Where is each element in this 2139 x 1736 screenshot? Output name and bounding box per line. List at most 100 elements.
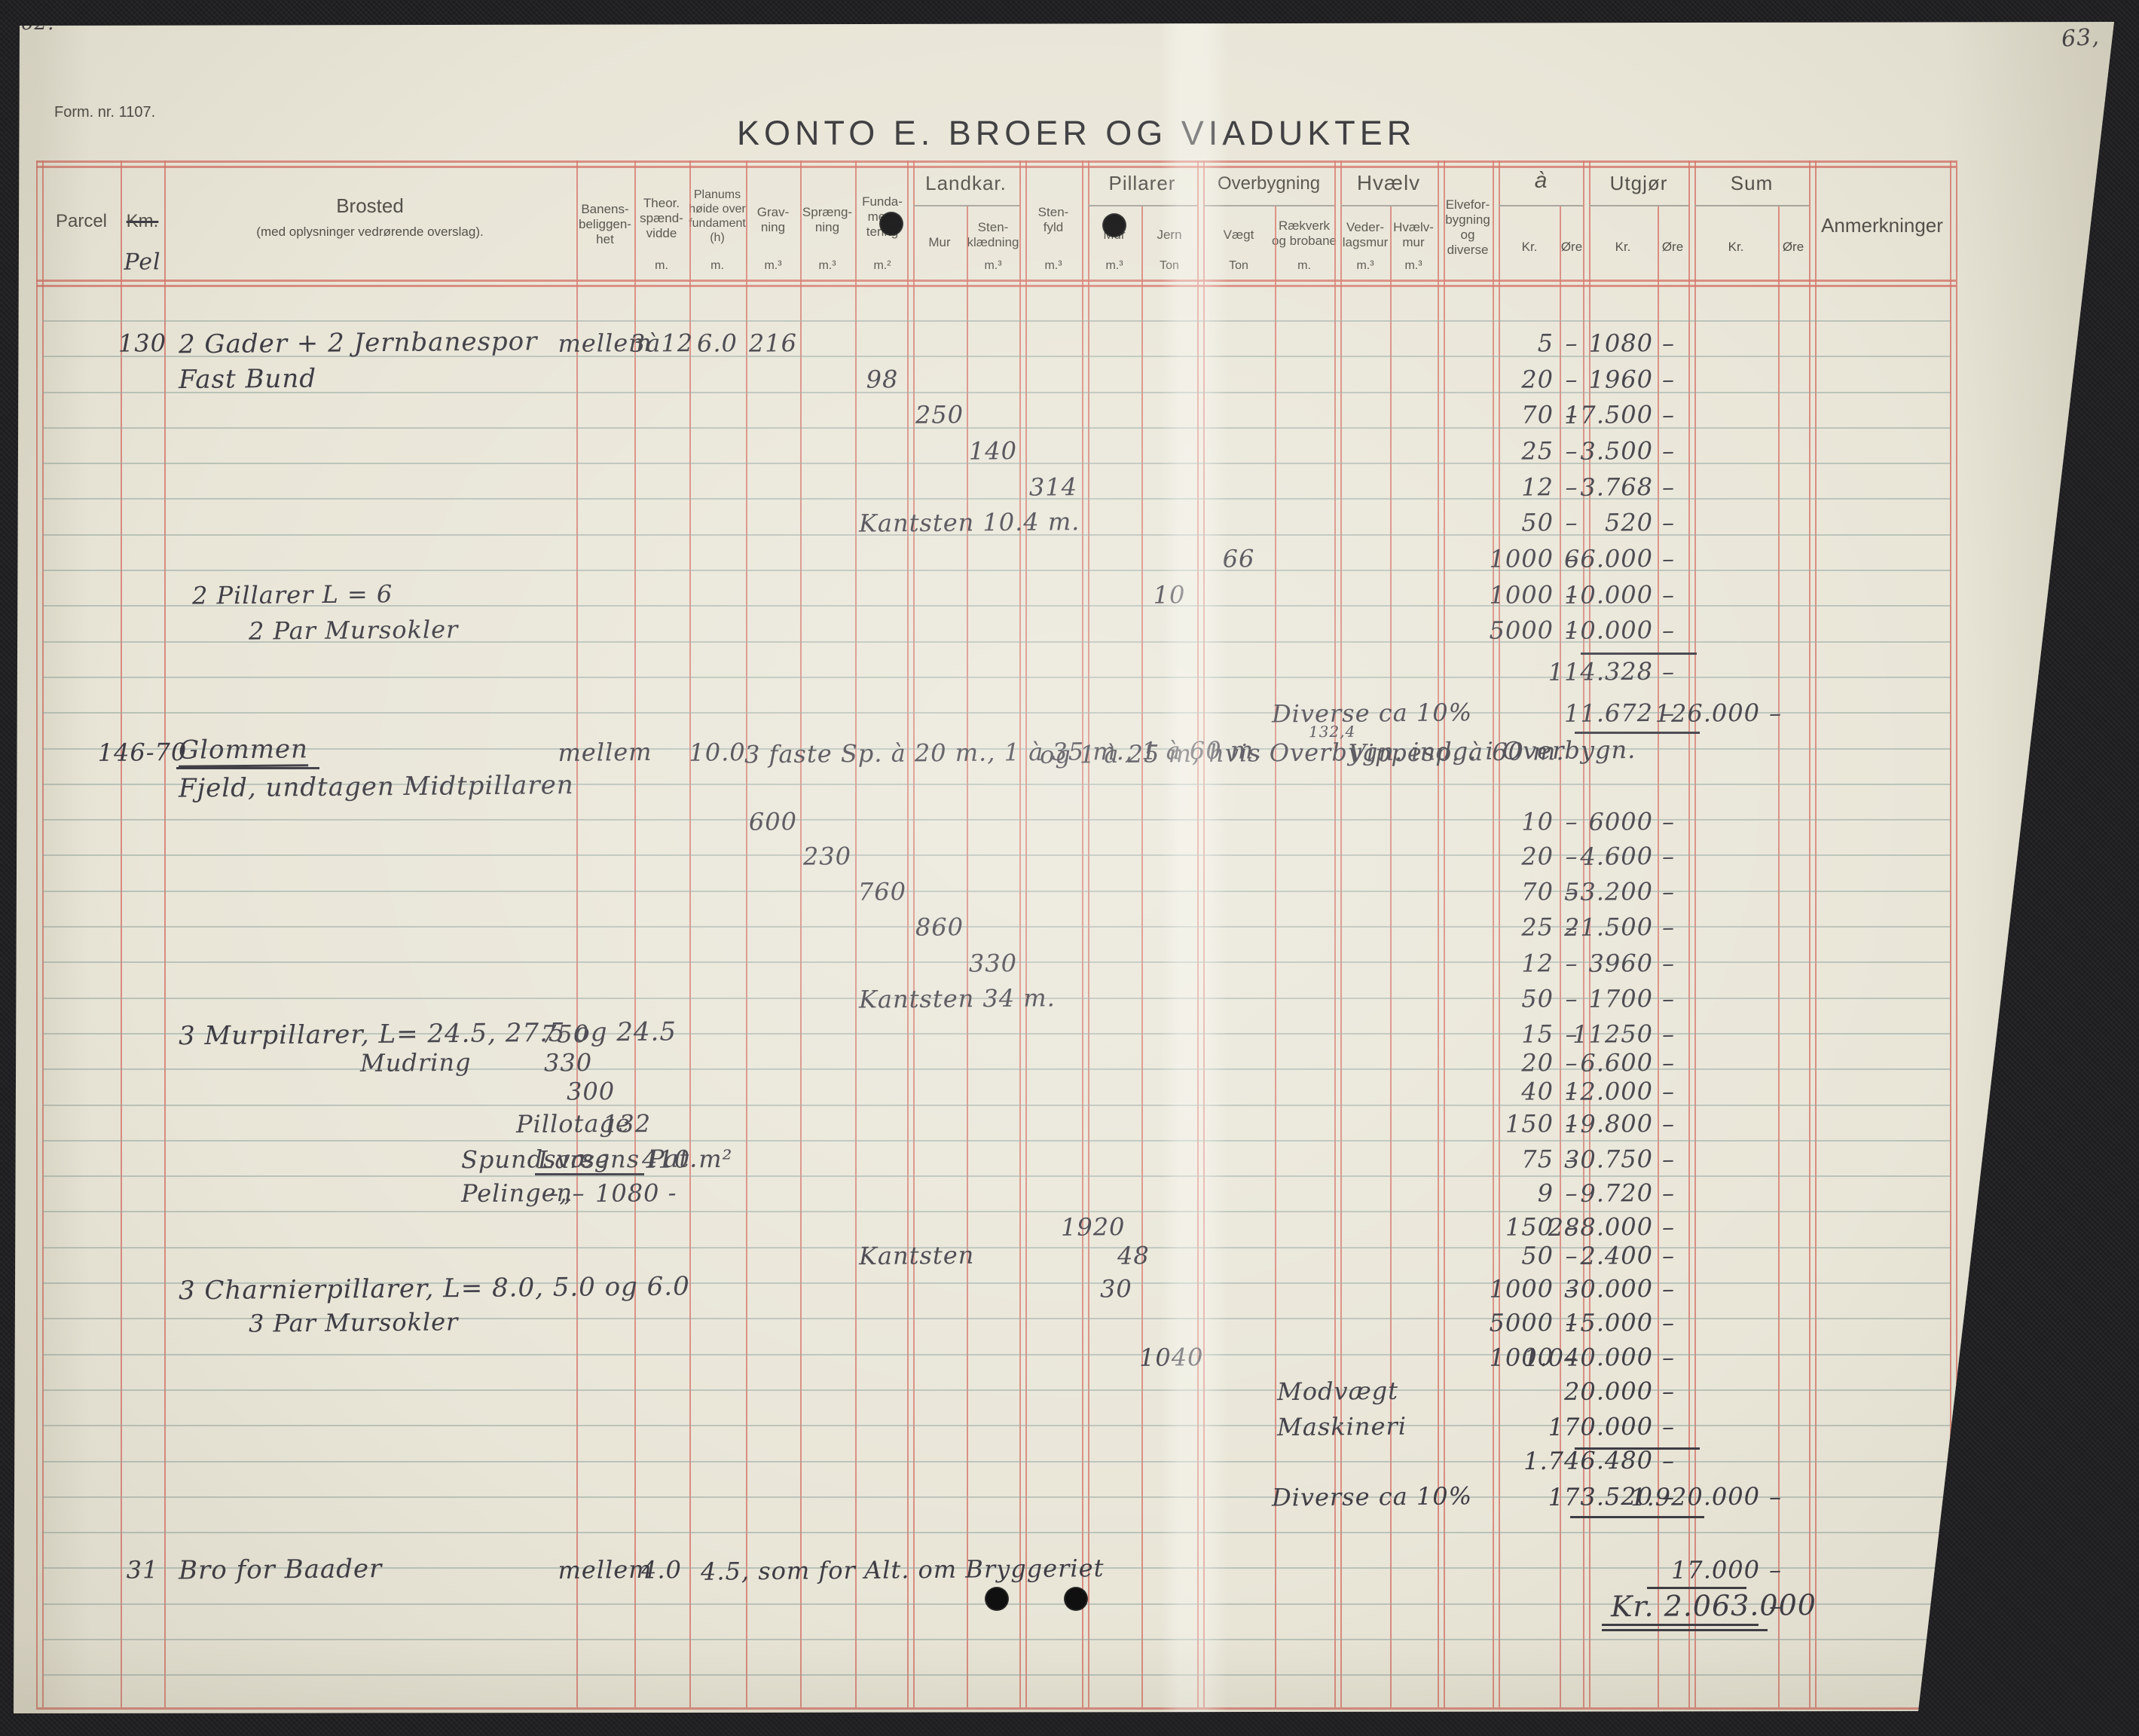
ink-underline — [1602, 1629, 1768, 1631]
ledger-entry: 66.000 — [1563, 543, 1654, 573]
ledger-entry: 6.600 — [1580, 1047, 1654, 1077]
form-number: Form. nr. 1107. — [54, 104, 156, 121]
column-line — [1203, 160, 1205, 1707]
ledger-entry: 30.000 — [1563, 1273, 1654, 1304]
ledger-entry: – — [1565, 949, 1578, 978]
column-line — [1809, 160, 1811, 1707]
col-header-vederlagsmur: Veder- lagsmur — [1342, 220, 1389, 250]
ledger-entry: – — [1661, 1019, 1676, 1049]
ledger-entry: 20 — [1521, 842, 1554, 871]
ledger-entry: 114.328 — [1548, 656, 1654, 687]
ledger-entry: 20 — [1521, 1048, 1554, 1077]
column-line — [1197, 160, 1199, 1707]
ink-underline — [1602, 1624, 1759, 1626]
col-header-brosted: Brosted — [336, 194, 404, 217]
ledger-entry: Bro for Baader — [178, 1554, 383, 1586]
ledger-entry: 216 — [748, 329, 798, 358]
subheader-line — [1088, 205, 1197, 206]
ledger-entry: 4.0 — [640, 1555, 683, 1585]
ledger-entry: 170.000 — [1548, 1411, 1654, 1442]
ledger-entry: 10.000 — [1563, 615, 1654, 645]
ledger-entry: 17.000 — [1670, 1554, 1761, 1585]
ledger-entry: 50 — [1521, 1241, 1554, 1270]
punch-hole — [1102, 213, 1126, 237]
ledger-entry: – — [1661, 842, 1676, 871]
ledger-entry: – — [1565, 365, 1578, 394]
ledger-entry: Pel — [124, 249, 161, 276]
col-header-anmerkninger: Anmerkninger — [1821, 214, 1943, 237]
column-line — [1956, 160, 1957, 1707]
subheader-line — [1499, 205, 1583, 206]
subheader-line — [1340, 205, 1438, 206]
ruled-line — [42, 392, 1950, 393]
ledger-entry: 5 — [1537, 329, 1554, 358]
column-line — [1493, 160, 1494, 1707]
ledger-entry: 3 Par Mursokler — [248, 1307, 459, 1338]
ledger-entry: 3.768 — [1580, 472, 1654, 502]
ledger-entry: 410 m² — [641, 1144, 733, 1174]
ledger-entry: 1.920.000 — [1630, 1481, 1761, 1512]
ruled-line — [42, 534, 1950, 536]
ledger-entry: 66 — [1222, 544, 1255, 573]
ledger-entry: – — [1661, 580, 1676, 610]
col-header-sum-kr: Kr. — [1728, 240, 1744, 254]
ledger-entry: – — [1661, 657, 1676, 686]
ledger-entry: – — [1661, 1343, 1676, 1372]
ledger-entry: – — [1565, 842, 1578, 871]
ledger-entry: – — [1661, 365, 1676, 394]
col-header-planums: Planums høide over fundament (h) — [689, 188, 746, 244]
ledger-entry: 6.0 — [696, 329, 738, 358]
ledger-entry: – — [1661, 616, 1676, 645]
ledger-entry: – — [1661, 1446, 1676, 1475]
ledger-entry: 21.500 — [1563, 912, 1654, 942]
ledger-entry: – — [1768, 1482, 1783, 1511]
ruled-line — [42, 1425, 1950, 1426]
ruled-line — [42, 1532, 1950, 1533]
group-header-pillarer: Pillarer — [1108, 172, 1176, 194]
ledger-entry: – — [1661, 1274, 1676, 1304]
ledger-entry: 1080 - — [594, 1178, 677, 1208]
ledger-entry: 19.800 — [1563, 1108, 1654, 1138]
ledger-entry: 3.500 — [1580, 436, 1654, 466]
ruled-line — [42, 356, 1950, 357]
page-title: KONTO E. BROER OG VIADUKTER — [737, 114, 1416, 152]
col-header-sum-ore: Øre — [1782, 240, 1804, 254]
ledger-entry: – — [1661, 1212, 1676, 1242]
ledger-entry: 25 — [1521, 436, 1554, 466]
ledger-entry: 12 — [1521, 949, 1554, 978]
ruled-line — [42, 605, 1950, 607]
ledger-entry: 11250 — [1572, 1019, 1654, 1049]
border-line — [36, 166, 1956, 168]
column-line — [1778, 205, 1780, 1707]
ledger-entry: – — [1565, 1048, 1578, 1077]
ruled-line — [42, 641, 1950, 643]
ledger-entry: –„– — [545, 1178, 585, 1208]
column-line — [1694, 160, 1696, 1707]
ruled-line — [42, 1211, 1950, 1212]
ledger-entry: Modvægt — [1276, 1376, 1399, 1407]
ledger-entry: – — [1565, 472, 1578, 502]
ruled-line — [42, 891, 1950, 892]
column-line — [1583, 160, 1584, 1707]
ledger-entry: 30 — [1099, 1274, 1132, 1304]
ledger-entry: 2 Gader + 2 Jernbanespor — [178, 326, 538, 360]
col-unit-raekverk: m. — [1297, 259, 1311, 272]
ledger-entry: – — [1565, 1241, 1578, 1270]
ledger-entry: Diverse ca 10% — [1271, 698, 1473, 729]
column-line — [1334, 160, 1336, 1707]
ledger-entry: 10.0 — [689, 738, 746, 767]
ledger-entry: Kantsten — [858, 1240, 975, 1271]
ruled-line — [42, 1247, 1950, 1249]
ledger-entry: 750 — [540, 1019, 590, 1049]
column-line — [855, 160, 857, 1707]
ledger-entry: 25 — [1521, 912, 1554, 942]
col-header-km: Km. — [126, 211, 159, 231]
group-header-hvaelv: Hvælv — [1356, 171, 1421, 194]
ink-underline — [1575, 732, 1700, 734]
col-unit-theor: m. — [655, 259, 668, 272]
ledger-entry: 5000 — [1489, 1308, 1554, 1337]
col-header-a-kr: Kr. — [1521, 240, 1538, 254]
border-line — [36, 160, 1956, 163]
ledger-entry: 132 — [602, 1109, 652, 1138]
